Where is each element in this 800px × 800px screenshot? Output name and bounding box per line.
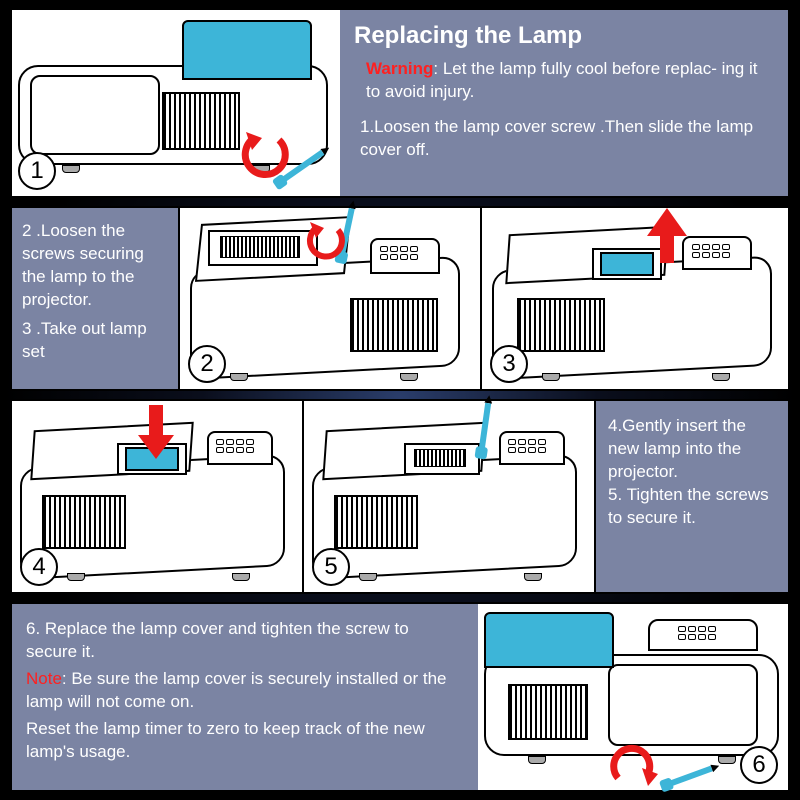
infographic-title: Replacing the Lamp (354, 20, 774, 52)
unscrew-arrow-icon (234, 130, 294, 180)
step2-3-text-panel: 2 .Loosen the screws securing the lamp t… (12, 208, 178, 389)
step-badge-1: 1 (18, 152, 56, 190)
step2-illustration: 2 (180, 208, 480, 389)
step1-text-panel: Replacing the Lamp Warning: Let the lamp… (340, 10, 788, 196)
insert-arrow-icon (134, 405, 178, 463)
step-badge-6: 6 (740, 746, 778, 784)
step-badge-5: 5 (312, 548, 350, 586)
row-1: 1 Replacing the Lamp Warning: Let the la… (10, 8, 790, 198)
step5-text: 5. Tighten the screws to secure it. (608, 484, 776, 530)
step6-illustration: 6 (478, 604, 788, 790)
step4-5-text-panel: 4.Gently insert the new lamp into the pr… (596, 401, 788, 592)
step1-text: 1.Loosen the lamp cover screw .Then slid… (360, 116, 774, 162)
step-badge-3: 3 (490, 345, 528, 383)
tighten-arrow-icon (608, 744, 664, 790)
step3-text: 3 .Take out lamp set (22, 318, 168, 364)
step1-illustration: 1 (12, 10, 340, 196)
remove-arrow-icon (642, 208, 692, 278)
step5-illustration: 5 (304, 401, 594, 592)
row-2: 2 .Loosen the screws securing the lamp t… (10, 206, 790, 391)
step2-text: 2 .Loosen the screws securing the lamp t… (22, 220, 168, 312)
step6-text-panel: 6. Replace the lamp cover and tighten th… (12, 604, 478, 790)
step-badge-2: 2 (188, 345, 226, 383)
step4-text: 4.Gently insert the new lamp into the pr… (608, 415, 776, 484)
note-label: Note (26, 669, 62, 688)
row-3: 4 5 4.Gently insert the new lamp into th… (10, 399, 790, 594)
step3-illustration: 3 (482, 208, 788, 389)
reset-text: Reset the lamp timer to zero to keep tra… (26, 718, 464, 764)
screwdriver-icon (669, 766, 712, 787)
step4-illustration: 4 (12, 401, 302, 592)
step-badge-4: 4 (20, 548, 58, 586)
warning-label: Warning (366, 59, 433, 78)
row-4: 6. Replace the lamp cover and tighten th… (10, 602, 790, 792)
note-text: : Be sure the lamp cover is securely ins… (26, 669, 447, 711)
step6-text: 6. Replace the lamp cover and tighten th… (26, 618, 464, 664)
unscrew-arrow-icon (300, 220, 350, 264)
